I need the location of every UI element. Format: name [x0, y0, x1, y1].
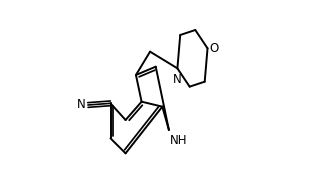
Text: NH: NH [170, 134, 188, 147]
Text: N: N [173, 73, 182, 86]
Text: N: N [77, 98, 86, 112]
Text: O: O [210, 42, 219, 55]
